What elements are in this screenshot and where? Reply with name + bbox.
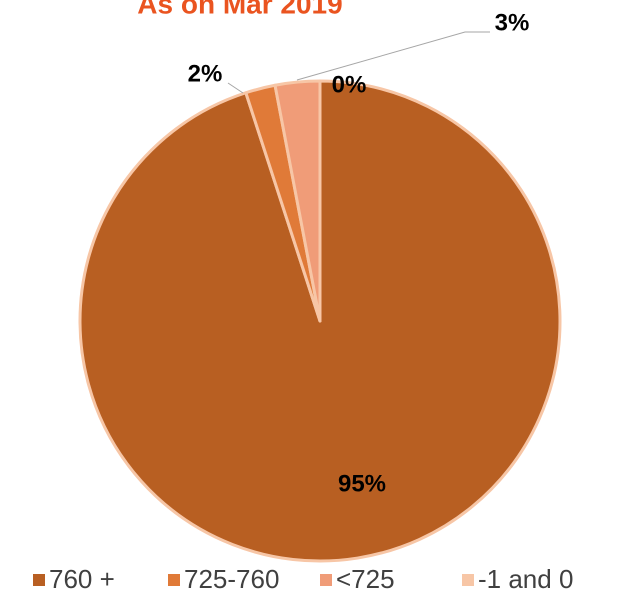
- legend-swatch: [168, 574, 180, 586]
- data-label: 0%: [332, 71, 367, 98]
- legend-swatch: [320, 574, 332, 586]
- leader-line: [227, 82, 244, 94]
- legend-label: 725-760: [184, 564, 279, 594]
- data-label: 95%: [338, 470, 386, 497]
- leader-line: [296, 31, 490, 81]
- data-label: 2%: [188, 60, 223, 87]
- data-label: 3%: [495, 9, 530, 36]
- chart-title: As on Mar 2019: [137, 0, 342, 19]
- legend-label: <725: [336, 564, 395, 594]
- legend-label: 760 +: [49, 564, 115, 594]
- legend-swatch: [33, 574, 45, 586]
- legend-label: -1 and 0: [478, 564, 573, 594]
- legend-swatch: [462, 574, 474, 586]
